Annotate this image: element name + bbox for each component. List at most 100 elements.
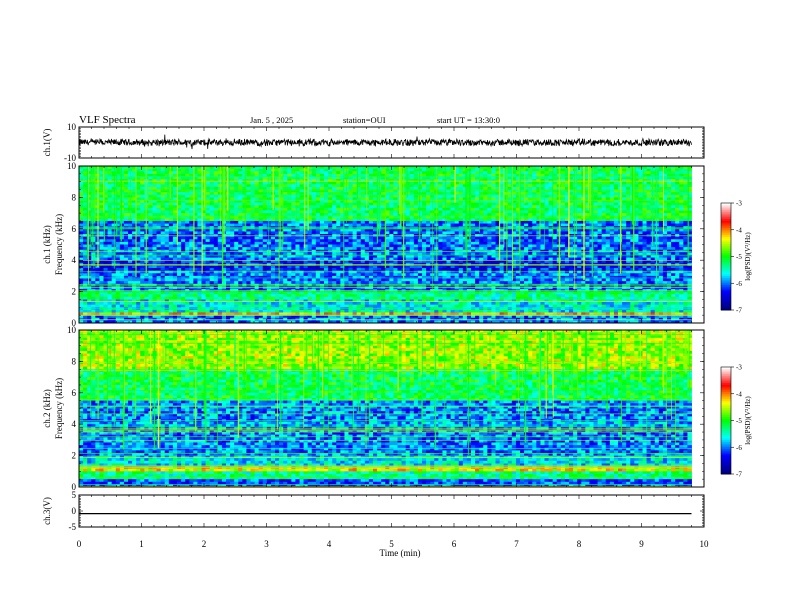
ch1-spectrogram-cell [507, 223, 513, 227]
ch1-spectrogram-cell [336, 210, 341, 214]
ch1-spectrogram-cell [295, 194, 300, 198]
ch1-spectrogram-cell [634, 228, 639, 232]
ch1-spectrogram-cell [679, 192, 684, 196]
ch1-spectrogram-cell [319, 210, 325, 214]
ch1-spectrogram-cell [458, 215, 464, 219]
ch1-spectrogram-cell [483, 218, 488, 222]
ch1-spectrogram-cell [389, 186, 394, 190]
ch1-spectrogram-cell [287, 247, 292, 251]
ch1-spectrogram-cell [564, 210, 570, 214]
ch1-spectrogram-cell [336, 192, 341, 196]
ch1-spectrogram-cell [209, 202, 215, 206]
ch1-spectrogram-cell [242, 244, 247, 248]
ch1-spectrogram-cell [230, 184, 235, 188]
ch1-spectrogram-cell [140, 215, 145, 219]
ch1-spectrogram-cell [634, 168, 639, 172]
ch1-spectrogram-cell [238, 200, 243, 204]
ch1-spectrogram-cell [397, 213, 402, 217]
ch1-spectrogram-cell [152, 179, 157, 183]
ch1-spectrogram-cell [99, 239, 104, 243]
ch1-spectrogram-cell [450, 244, 456, 248]
ch1-spectrogram-cell [446, 192, 451, 196]
ch1-spectrogram-cell [177, 168, 182, 172]
ch1-spectrogram-cell [679, 239, 684, 243]
ch1-spectrogram-cell [83, 231, 88, 235]
ch1-spectrogram-cell [503, 181, 509, 185]
ch1-spectrogram-cell [462, 202, 468, 206]
ch1-spectrogram-cell [577, 220, 582, 224]
ch1-spectrogram-cell [458, 194, 464, 198]
ch1-spectrogram-cell [242, 231, 247, 235]
ch1-spectrogram-cell [687, 215, 692, 219]
ch1-spectrogram-cell [132, 210, 137, 214]
ch1-spectrogram-cell [511, 194, 517, 198]
ch1-spectrogram-cell [172, 215, 178, 219]
ch1-spectrogram-cell [475, 202, 480, 206]
ch1-spectrogram-cell [360, 181, 366, 185]
ch1-spectrogram-cell [230, 202, 235, 206]
ch1-spectrogram-cell [675, 194, 680, 198]
ch1-spectrogram-cell [609, 223, 615, 227]
ch1-spectrogram-cell [332, 179, 337, 183]
ch1-spectrogram-cell [332, 173, 337, 177]
ch1-spectrogram-cell [344, 223, 349, 227]
ch1-spectrogram-cell [164, 231, 170, 235]
ch1-spectrogram-cell [250, 228, 255, 232]
ch1-spectrogram-cell [103, 207, 108, 211]
ch1-spectrogram-cell [524, 168, 529, 172]
ch1-spectrogram-cell [507, 247, 513, 251]
ch1-spectrogram-cell [279, 186, 284, 190]
ch1-spectrogram-cell [275, 194, 280, 198]
ch1-spectrogram-cell [311, 220, 317, 224]
ch1-spectrogram-cell [528, 173, 533, 177]
ch1-spectrogram-cell [79, 205, 84, 209]
ch1-spectrogram-cell [193, 186, 198, 190]
ch1-spectrogram-cell [471, 231, 476, 235]
ch1-spectrogram-cell [622, 171, 627, 175]
ch1-spectrogram-cell [479, 202, 484, 206]
ch1-spectrogram-cell [426, 186, 431, 190]
ch1-spectrogram-cell [548, 171, 554, 175]
ch1-spectrogram-cell [234, 171, 239, 175]
ch1-spectrogram-cell [605, 186, 611, 190]
ch1-spectrogram-cell [658, 220, 664, 224]
ch1-spectrogram-cell [569, 215, 574, 219]
ch1-spectrogram-cell [393, 179, 398, 183]
ch1-spectrogram-cell [601, 192, 607, 196]
ch1-spectrogram-cell [462, 168, 468, 172]
ch1-spectrogram-cell [475, 200, 480, 204]
ch1-spectrogram-cell [193, 184, 198, 188]
ch1-spectrogram-cell [238, 223, 243, 227]
ch1-spectrogram-cell [250, 239, 255, 243]
ch1-spectrogram-cell [687, 213, 692, 217]
ch1-spectrogram-cell [499, 181, 505, 185]
ch1-spectrogram-cell [442, 220, 447, 224]
ch1-spectrogram-cell [475, 244, 480, 248]
ch1-spectrogram-cell [393, 213, 398, 217]
ch1-spectrogram-cell [422, 192, 427, 196]
ch1-spectrogram-cell [283, 228, 288, 232]
ch1-spectrogram-cell [381, 215, 386, 219]
ch1-spectrogram-cell [299, 186, 304, 190]
ch1-spectrogram-cell [132, 220, 137, 224]
ch1-spectrogram-cell [552, 236, 558, 240]
ch1-spectrogram-cell [471, 220, 476, 224]
ch1-spectrogram-cell [601, 200, 607, 204]
ch1-spectrogram-cell [642, 166, 647, 170]
ch1-spectrogram-cell [364, 223, 370, 227]
ch1-spectrogram-cell [438, 184, 443, 188]
ch1-spectrogram-cell [646, 184, 652, 188]
ch1-spectrogram-cell [544, 236, 549, 240]
ch1-spectrogram-cell [397, 228, 402, 232]
ch1-spectrogram-cell [662, 239, 668, 243]
ch1-spectrogram-cell [524, 194, 529, 198]
ch1-spectrogram-cell [638, 181, 643, 185]
ch1-spectrogram-cell [515, 218, 521, 222]
ch1-spectrogram-cell [115, 218, 121, 222]
ch1-spectrogram-cell [397, 218, 402, 222]
ch1-spectrogram-cell [475, 228, 480, 232]
ch1-spectrogram-cell [193, 200, 198, 204]
ch1-spectrogram-cell [475, 223, 480, 227]
ch1-spectrogram-cell [413, 186, 419, 190]
